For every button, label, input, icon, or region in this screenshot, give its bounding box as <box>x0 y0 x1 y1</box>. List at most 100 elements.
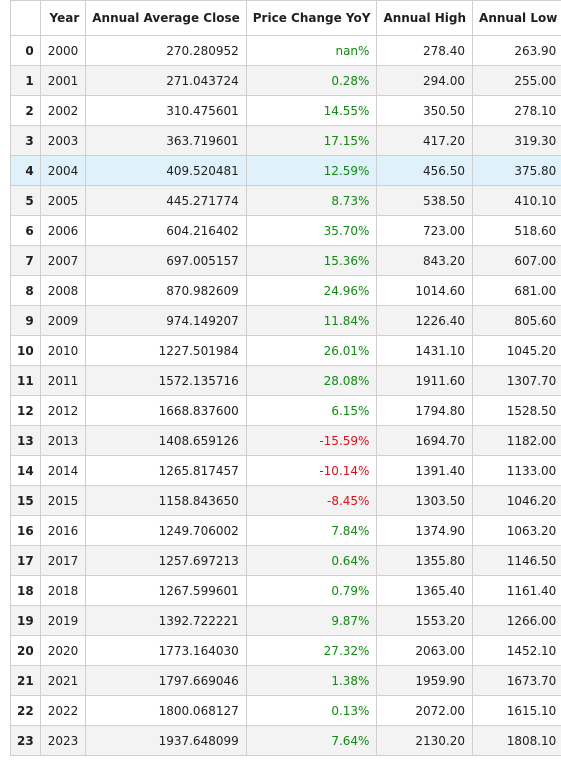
avg-close-cell: 409.520481 <box>85 155 247 186</box>
row-index: 18 <box>10 575 41 606</box>
avg-close-cell: 604.216402 <box>85 215 247 246</box>
price-change-header: Price Change YoY <box>245 0 378 36</box>
price-change-cell: 0.79% <box>245 575 378 606</box>
table-row: 19 2019 1392.722221 9.87% 1553.20 1266.00 <box>10 605 561 636</box>
year-header: Year <box>39 0 87 36</box>
dataframe-output: Year Annual Average Close Price Change Y… <box>10 0 561 756</box>
table-row: 5 2005 445.271774 8.73% 538.50 410.10 <box>10 185 561 216</box>
price-change-cell: 27.32% <box>245 635 378 666</box>
avg-close-header: Annual Average Close <box>85 0 247 36</box>
avg-close-cell: 1800.068127 <box>85 695 247 726</box>
row-index: 19 <box>10 605 41 636</box>
year-cell: 2018 <box>39 575 87 606</box>
table-row: 16 2016 1249.706002 7.84% 1374.90 1063.20 <box>10 515 561 546</box>
avg-close-cell: 271.043724 <box>85 65 247 96</box>
annual-low-cell: 1182.00 <box>472 425 561 456</box>
year-cell: 2002 <box>39 95 87 126</box>
price-change-cell: nan% <box>245 35 378 66</box>
year-cell: 2005 <box>39 185 87 216</box>
annual-low-cell: 1307.70 <box>472 365 561 396</box>
annual-low-cell: 518.60 <box>472 215 561 246</box>
avg-close-cell: 1392.722221 <box>85 605 247 636</box>
row-index: 21 <box>10 665 41 696</box>
year-cell: 2010 <box>39 335 87 366</box>
year-cell: 2007 <box>39 245 87 276</box>
data-table: Year Annual Average Close Price Change Y… <box>10 0 561 756</box>
row-index: 0 <box>10 35 41 66</box>
price-change-cell: -8.45% <box>245 485 378 516</box>
table-row: 4 2004 409.520481 12.59% 456.50 375.80 <box>10 155 561 186</box>
avg-close-cell: 445.271774 <box>85 185 247 216</box>
annual-low-header: Annual Low <box>472 0 561 36</box>
row-index: 20 <box>10 635 41 666</box>
table-row: 11 2011 1572.135716 28.08% 1911.60 1307.70 <box>10 365 561 396</box>
annual-high-cell: 1553.20 <box>376 605 474 636</box>
row-index: 12 <box>10 395 41 426</box>
table-body: 0 2000 270.280952 nan% 278.40 263.90 1 2001 271.… <box>10 35 561 756</box>
price-change-cell: 7.64% <box>245 725 378 756</box>
row-index: 4 <box>10 155 41 186</box>
price-change-cell: 17.15% <box>245 125 378 156</box>
table-row: 1 2001 271.043724 0.28% 294.00 255.00 <box>10 65 561 96</box>
annual-high-header: Annual High <box>376 0 474 36</box>
avg-close-cell: 870.982609 <box>85 275 247 306</box>
annual-low-cell: 1528.50 <box>472 395 561 426</box>
row-index: 1 <box>10 65 41 96</box>
row-index: 13 <box>10 425 41 456</box>
annual-high-cell: 1959.90 <box>376 665 474 696</box>
annual-high-cell: 1355.80 <box>376 545 474 576</box>
price-change-cell: 8.73% <box>245 185 378 216</box>
row-index: 23 <box>10 725 41 756</box>
annual-low-cell: 607.00 <box>472 245 561 276</box>
avg-close-cell: 1267.599601 <box>85 575 247 606</box>
table-row: 14 2014 1265.817457 -10.14% 1391.40 1133.00 <box>10 455 561 486</box>
price-change-cell: 14.55% <box>245 95 378 126</box>
table-row: 15 2015 1158.843650 -8.45% 1303.50 1046.20 <box>10 485 561 516</box>
annual-low-cell: 375.80 <box>472 155 561 186</box>
avg-close-cell: 1668.837600 <box>85 395 247 426</box>
index-header <box>10 0 41 36</box>
annual-high-cell: 417.20 <box>376 125 474 156</box>
header-row: Year Annual Average Close Price Change Y… <box>10 0 561 36</box>
annual-high-cell: 278.40 <box>376 35 474 66</box>
year-cell: 2000 <box>39 35 87 66</box>
price-change-cell: 15.36% <box>245 245 378 276</box>
avg-close-cell: 1257.697213 <box>85 545 247 576</box>
annual-high-cell: 1794.80 <box>376 395 474 426</box>
annual-low-cell: 1045.20 <box>472 335 561 366</box>
row-index: 11 <box>10 365 41 396</box>
annual-low-cell: 410.10 <box>472 185 561 216</box>
year-cell: 2011 <box>39 365 87 396</box>
annual-high-cell: 1391.40 <box>376 455 474 486</box>
annual-high-cell: 1303.50 <box>376 485 474 516</box>
price-change-cell: 26.01% <box>245 335 378 366</box>
price-change-cell: 0.13% <box>245 695 378 726</box>
year-cell: 2020 <box>39 635 87 666</box>
annual-low-cell: 1063.20 <box>472 515 561 546</box>
year-cell: 2016 <box>39 515 87 546</box>
price-change-cell: 11.84% <box>245 305 378 336</box>
year-cell: 2022 <box>39 695 87 726</box>
table-row: 6 2006 604.216402 35.70% 723.00 518.60 <box>10 215 561 246</box>
row-index: 8 <box>10 275 41 306</box>
annual-high-cell: 294.00 <box>376 65 474 96</box>
year-cell: 2023 <box>39 725 87 756</box>
annual-high-cell: 1911.60 <box>376 365 474 396</box>
price-change-cell: 6.15% <box>245 395 378 426</box>
annual-high-cell: 2072.00 <box>376 695 474 726</box>
annual-low-cell: 278.10 <box>472 95 561 126</box>
avg-close-cell: 1249.706002 <box>85 515 247 546</box>
avg-close-cell: 1572.135716 <box>85 365 247 396</box>
year-cell: 2001 <box>39 65 87 96</box>
annual-high-cell: 2130.20 <box>376 725 474 756</box>
annual-low-cell: 1161.40 <box>472 575 561 606</box>
year-cell: 2015 <box>39 485 87 516</box>
price-change-cell: 7.84% <box>245 515 378 546</box>
table-row: 9 2009 974.149207 11.84% 1226.40 805.60 <box>10 305 561 336</box>
table-row: 3 2003 363.719601 17.15% 417.20 319.30 <box>10 125 561 156</box>
row-index: 17 <box>10 545 41 576</box>
row-index: 6 <box>10 215 41 246</box>
year-cell: 2019 <box>39 605 87 636</box>
year-cell: 2008 <box>39 275 87 306</box>
price-change-cell: 35.70% <box>245 215 378 246</box>
